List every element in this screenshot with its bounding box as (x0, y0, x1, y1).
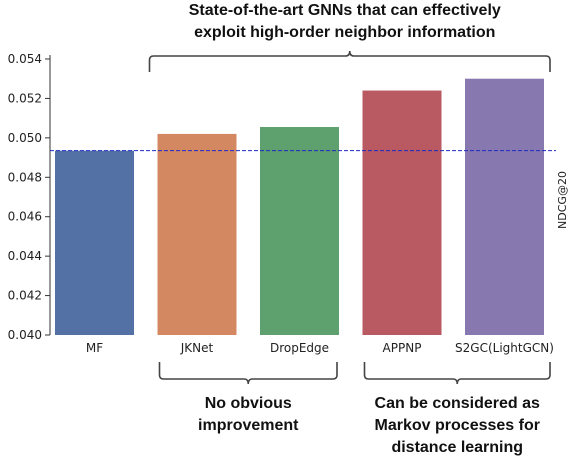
bars (55, 78, 544, 336)
annotation-bottom-right-line: Can be considered as (375, 395, 540, 412)
y-tick-label: 0.048 (8, 170, 42, 184)
bracket-bottom-left (158, 362, 338, 385)
x-tick-label: JKNet (180, 341, 214, 355)
bar-dropedge (260, 127, 339, 335)
y-axis: 0.040 0.042 0.044 0.046 0.048 0.050 0.052 0.054 (8, 52, 51, 342)
bar-jknet (157, 133, 237, 335)
bar-appnp (362, 90, 442, 336)
bracket-top (148, 50, 551, 72)
bracket-bottom-right (363, 362, 551, 385)
x-tick-label: DropEdge (270, 341, 329, 355)
x-tick-label: APPNP (383, 341, 422, 355)
annotations: State-of-the-art GNNs that can effective… (148, 2, 551, 456)
bar-s2gc-lightgcn (465, 78, 544, 335)
y-tick-label: 0.044 (8, 249, 42, 263)
bar-mf (55, 150, 134, 335)
annotation-bottom-left-line: improvement (198, 417, 299, 434)
annotation-bottom-right-line: Markov processes for (375, 417, 540, 434)
y-tick-label: 0.040 (8, 328, 42, 342)
y-tick-label: 0.046 (8, 210, 42, 224)
annotation-bottom-right-line: distance learning (391, 439, 523, 456)
annotation-bottom-left-line: No obvious (205, 395, 292, 412)
y-axis-label: NDCG@20 (556, 171, 569, 229)
x-tick-label: S2GC(LightGCN) (455, 341, 554, 355)
y-tick-label: 0.054 (8, 52, 42, 66)
annotation-top-line: State-of-the-art GNNs that can effective… (189, 2, 501, 19)
y-tick-label: 0.052 (8, 91, 42, 105)
annotation-top-line: exploit high-order neighbor information (194, 24, 495, 41)
y-tick-label: 0.050 (8, 131, 42, 145)
y-tick-label: 0.042 (8, 289, 42, 303)
x-axis-labels: MF JKNet DropEdge APPNP S2GC(LightGCN) (86, 341, 554, 355)
x-tick-label: MF (86, 341, 103, 355)
